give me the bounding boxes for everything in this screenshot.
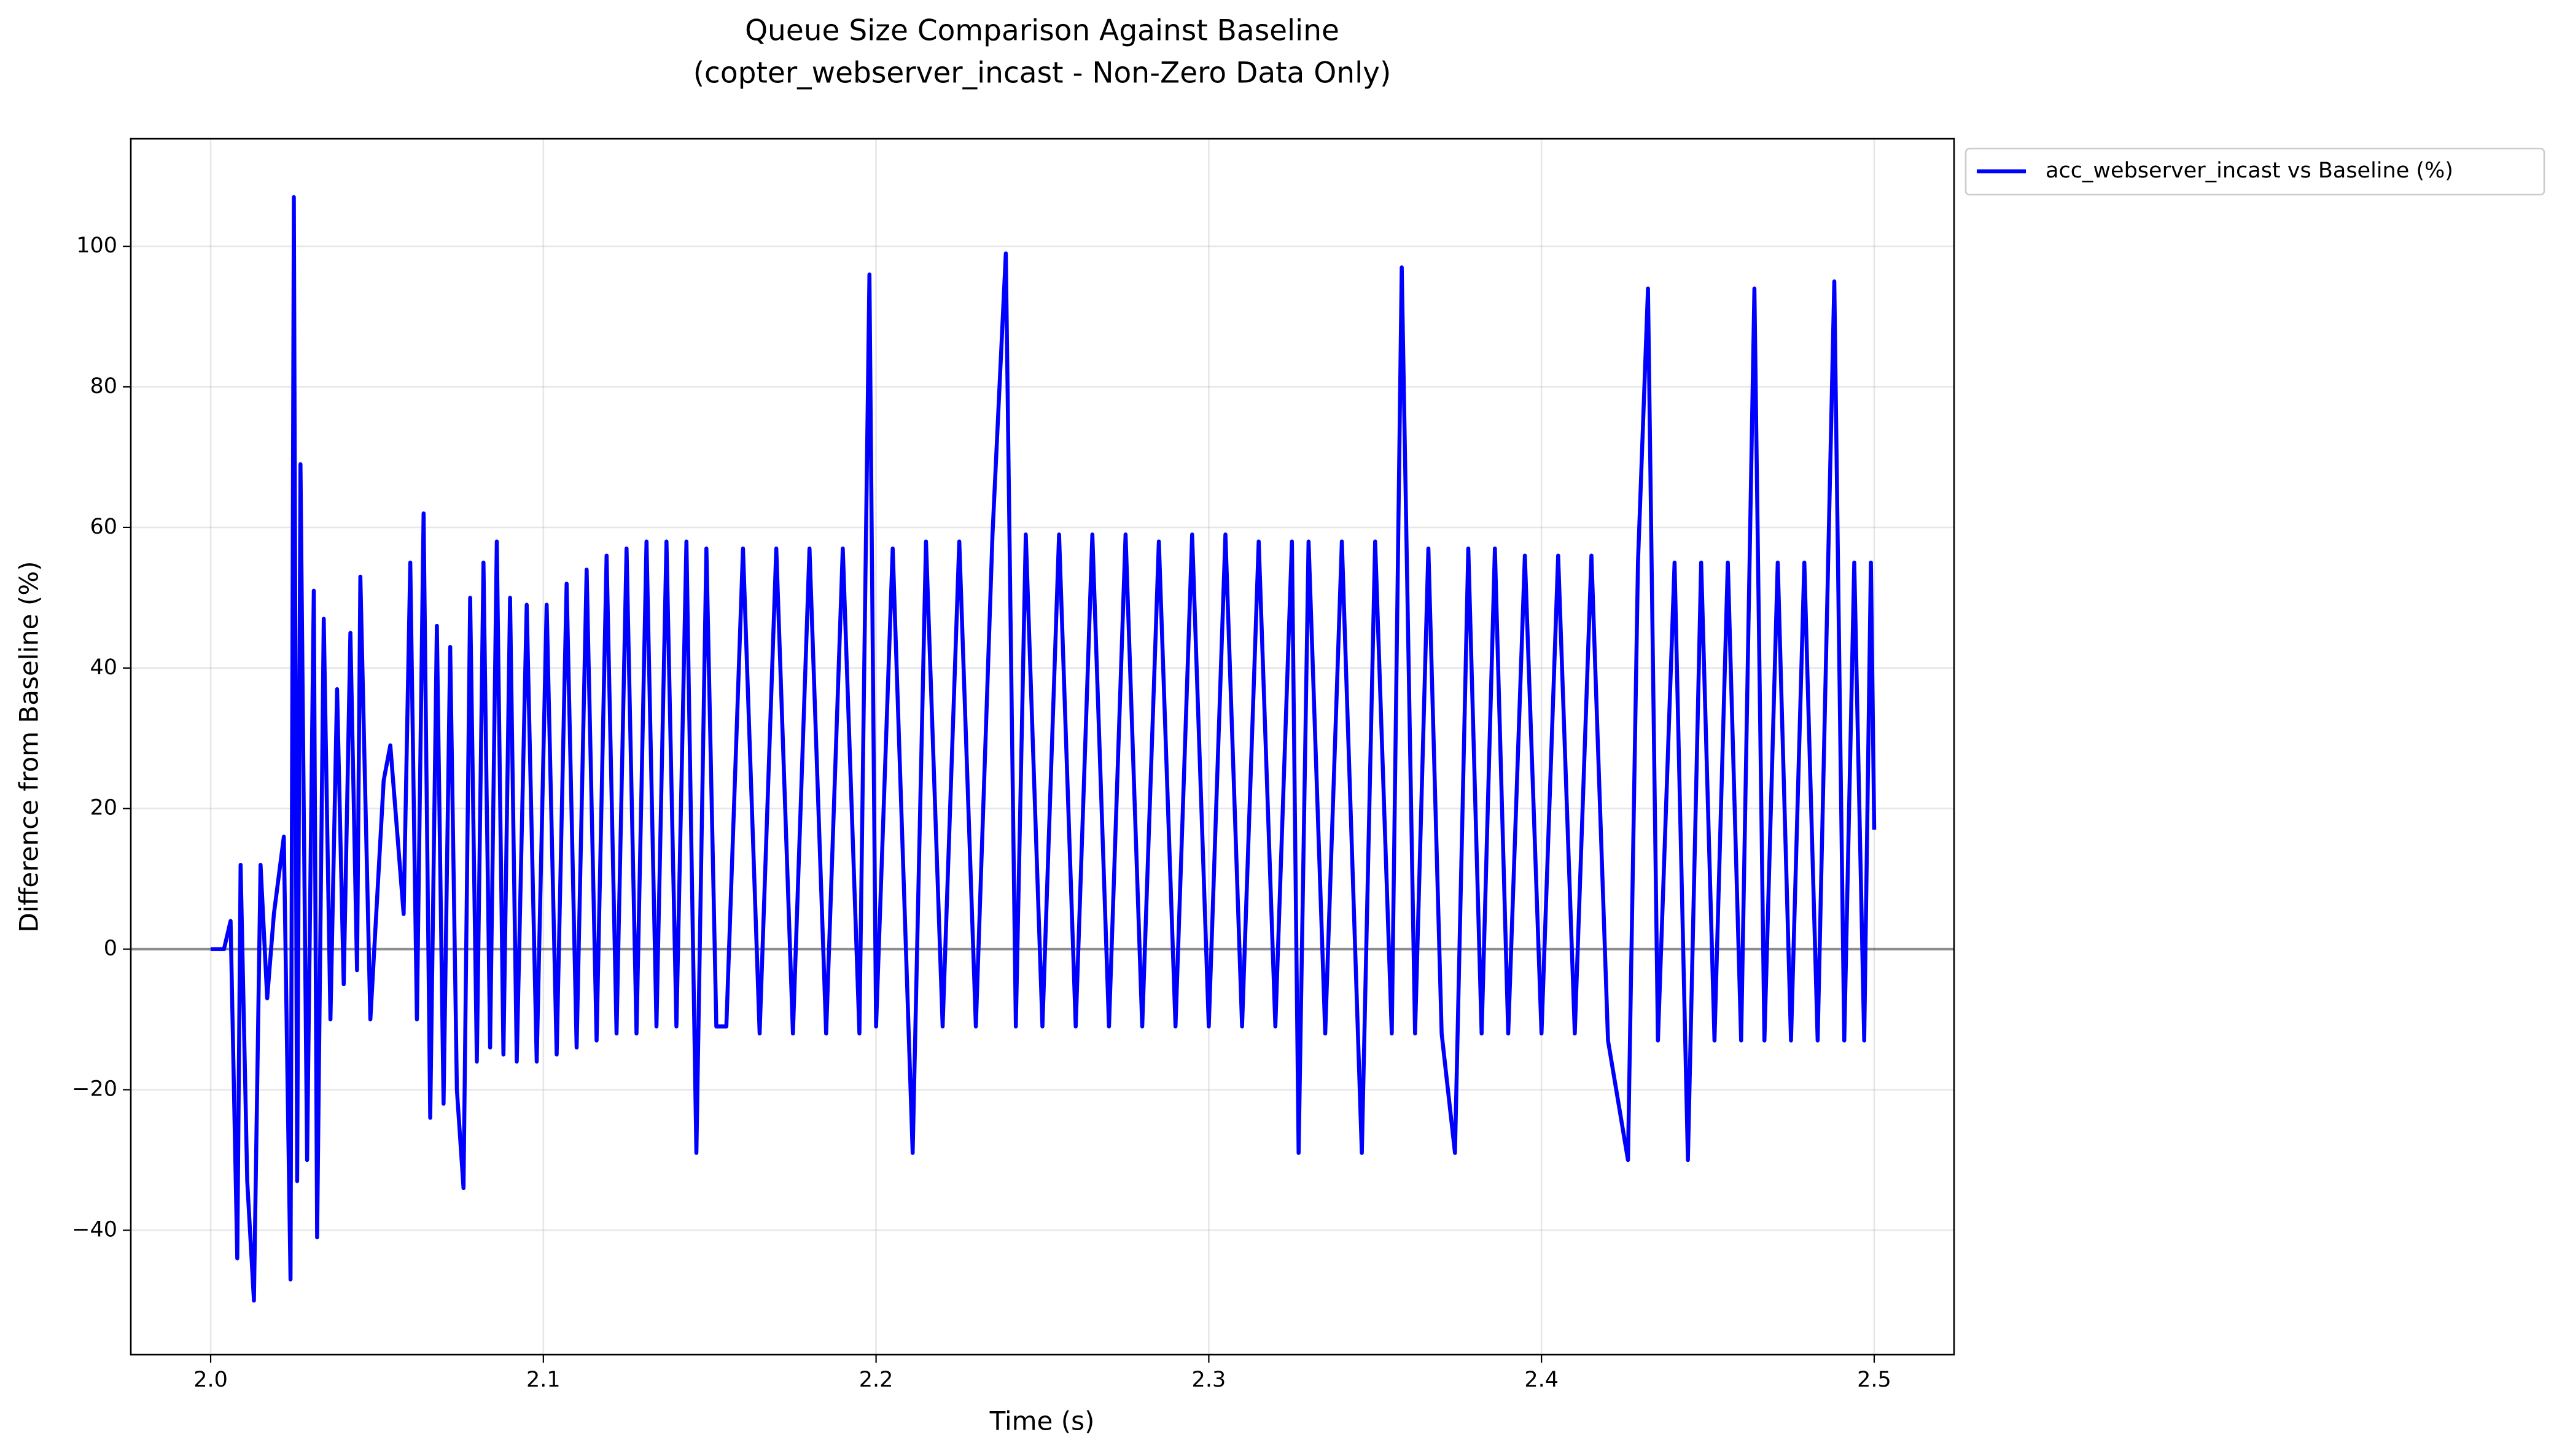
chart-title: Queue Size Comparison Against Baseline: [745, 14, 1339, 48]
x-tick-label: 2.1: [526, 1368, 561, 1392]
legend-label: acc_webserver_incast vs Baseline (%): [2046, 158, 2453, 183]
y-tick-label: 20: [90, 796, 117, 820]
legend-box: [1964, 147, 2545, 196]
x-axis-label: Time (s): [989, 1406, 1095, 1436]
x-tick-label: 2.5: [1857, 1368, 1891, 1392]
y-tick-label: −40: [72, 1217, 117, 1242]
y-axis-label: Difference from Baseline (%): [14, 561, 44, 932]
y-tick-label: 60: [90, 515, 117, 539]
y-tick-label: 100: [76, 233, 117, 258]
x-tick-label: 2.4: [1524, 1368, 1559, 1392]
y-tick-label: 0: [104, 936, 117, 961]
x-tick-label: 2.3: [1192, 1368, 1226, 1392]
data-line: [211, 195, 1877, 1303]
y-tick-label: 40: [90, 655, 117, 680]
x-tick-label: 2.2: [859, 1368, 894, 1392]
plot-frame: [130, 138, 1955, 1356]
y-tick-label: 80: [90, 374, 117, 399]
y-tick-label: −20: [72, 1077, 117, 1102]
x-tick-label: 2.0: [193, 1368, 228, 1392]
chart-subtitle: (copter_webserver_incast - Non-Zero Data…: [693, 56, 1392, 90]
